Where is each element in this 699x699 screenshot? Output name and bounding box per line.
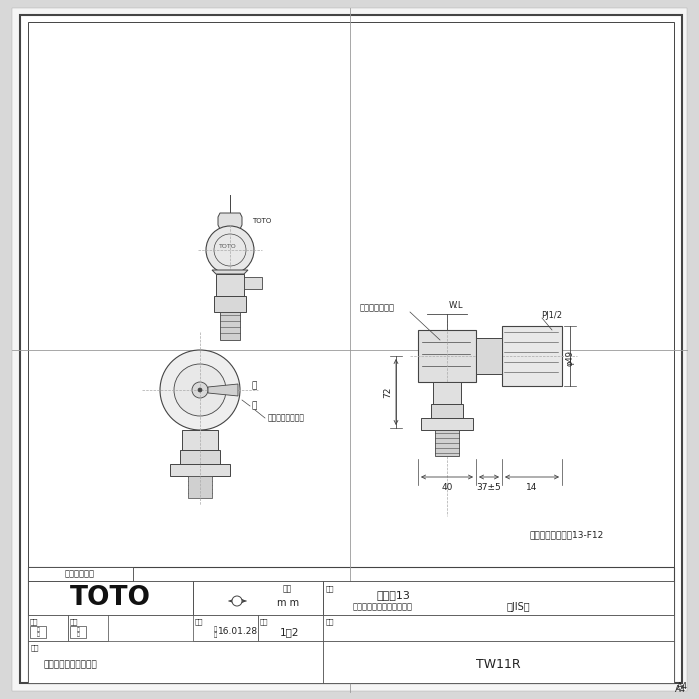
- Bar: [28, 22, 674, 567]
- Bar: [216, 274, 244, 296]
- Text: 図番: 図番: [326, 618, 335, 625]
- Text: W.L: W.L: [449, 301, 463, 310]
- Bar: [433, 382, 461, 404]
- Bar: [180, 450, 220, 464]
- Bar: [28, 581, 193, 615]
- Bar: [28, 641, 323, 683]
- Bar: [244, 277, 262, 289]
- Text: 閉: 閉: [252, 382, 257, 391]
- Text: PJ1/2: PJ1/2: [542, 312, 563, 321]
- Circle shape: [214, 234, 246, 266]
- Bar: [323, 641, 674, 683]
- Text: A4: A4: [677, 682, 688, 691]
- Bar: [323, 615, 674, 641]
- Bar: [323, 581, 674, 615]
- Bar: [502, 326, 562, 386]
- Bar: [28, 615, 68, 641]
- Text: A4: A4: [675, 686, 686, 695]
- Text: （JIS）: （JIS）: [506, 602, 530, 612]
- Circle shape: [192, 382, 208, 398]
- Text: 設計: 設計: [30, 618, 38, 625]
- Text: 横水桖13: 横水桖13: [376, 590, 410, 600]
- Polygon shape: [212, 270, 248, 274]
- Circle shape: [198, 388, 202, 392]
- Bar: [28, 567, 133, 581]
- Circle shape: [160, 350, 240, 430]
- Circle shape: [232, 596, 242, 606]
- Text: 紧急止水弁・逆止弁付: 紧急止水弁・逆止弁付: [43, 661, 96, 670]
- Text: 72: 72: [384, 387, 393, 398]
- Text: 尺度: 尺度: [260, 618, 268, 625]
- Circle shape: [206, 226, 254, 274]
- Text: TOTO: TOTO: [252, 218, 271, 224]
- Text: （ホース接続・紧急止水）: （ホース接続・紧急止水）: [353, 603, 413, 612]
- Polygon shape: [208, 384, 238, 396]
- Bar: [476, 338, 502, 374]
- Bar: [431, 404, 463, 418]
- Text: 単位: 単位: [283, 584, 292, 593]
- Text: 14: 14: [526, 482, 538, 491]
- Text: TW11R: TW11R: [476, 658, 520, 670]
- Bar: [435, 430, 459, 456]
- Bar: [421, 418, 473, 430]
- Text: 国土交通省記号：13-F12: 国土交通省記号：13-F12: [530, 531, 604, 540]
- Text: 40: 40: [441, 482, 453, 491]
- Bar: [170, 464, 230, 476]
- Text: 名称: 名称: [326, 585, 335, 591]
- Text: φ49: φ49: [565, 350, 575, 366]
- Bar: [28, 567, 674, 683]
- Bar: [220, 312, 240, 340]
- Text: 16.01.28: 16.01.28: [218, 628, 258, 637]
- Bar: [188, 476, 212, 498]
- Text: 今
富: 今 富: [77, 626, 80, 637]
- Bar: [193, 581, 323, 615]
- Text: 日付: 日付: [195, 618, 203, 625]
- Bar: [68, 615, 108, 641]
- Text: 小
林: 小 林: [36, 626, 39, 637]
- Text: ペールホワイト: ペールホワイト: [360, 303, 395, 312]
- Text: TOTO: TOTO: [219, 245, 237, 250]
- Bar: [182, 430, 218, 450]
- Text: ハンドル回転角度: ハンドル回転角度: [268, 414, 305, 422]
- Bar: [30, 626, 46, 638]
- Text: m m: m m: [277, 598, 299, 608]
- Text: 37±5: 37±5: [477, 482, 501, 491]
- Text: 検図: 検図: [70, 618, 78, 625]
- Bar: [418, 330, 476, 382]
- Text: 水道法適合品: 水道法適合品: [65, 570, 95, 579]
- Text: 開: 開: [252, 401, 257, 410]
- Bar: [193, 615, 258, 641]
- Bar: [214, 296, 246, 312]
- Text: TOTO: TOTO: [69, 585, 150, 611]
- Text: 摺
付: 摺 付: [213, 626, 217, 638]
- Text: 1：2: 1：2: [280, 627, 300, 637]
- Circle shape: [174, 364, 226, 416]
- Text: 備考: 備考: [31, 644, 40, 651]
- Bar: [258, 615, 323, 641]
- Polygon shape: [218, 213, 242, 229]
- Bar: [70, 626, 86, 638]
